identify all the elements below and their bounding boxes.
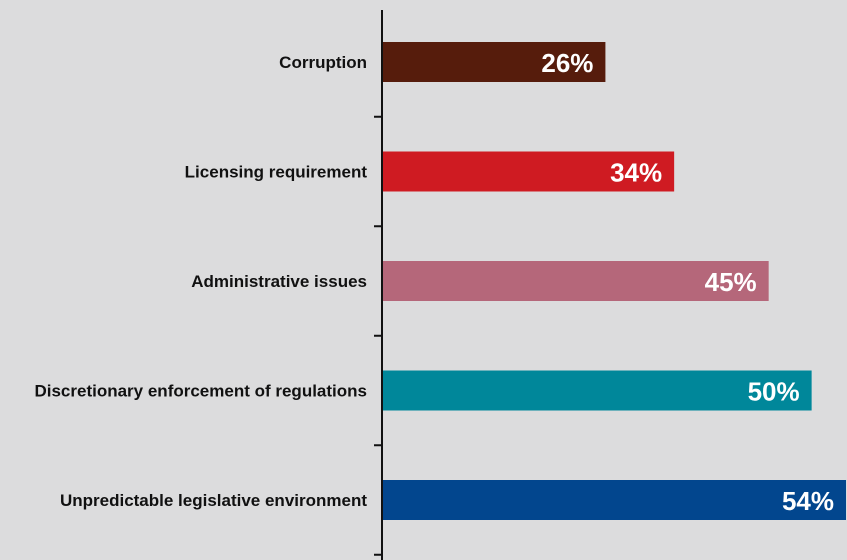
bars	[383, 42, 846, 520]
value-label-3: 50%	[748, 377, 800, 407]
axis-ticks	[374, 115, 382, 556]
bar-3	[383, 370, 812, 411]
category-label-1: Licensing requirement	[185, 163, 368, 182]
value-labels: 26% 34% 45% 50% 54%	[541, 48, 834, 516]
value-label-1: 34%	[610, 158, 662, 188]
category-label-4: Unpredictable legislative environment	[60, 491, 367, 510]
category-label-3: Discretionary enforcement of regulations	[34, 382, 367, 401]
category-label-2: Administrative issues	[191, 272, 367, 291]
bar-1	[383, 151, 675, 192]
category-labels: Corruption Licensing requirement Administr…	[34, 53, 367, 510]
value-label-4: 54%	[782, 486, 834, 516]
category-label-0: Corruption	[279, 53, 367, 72]
bar-0	[383, 42, 606, 82]
bar-2	[383, 261, 769, 301]
value-label-0: 26%	[541, 48, 593, 78]
value-label-2: 45%	[705, 267, 757, 297]
bar-4	[383, 480, 846, 520]
